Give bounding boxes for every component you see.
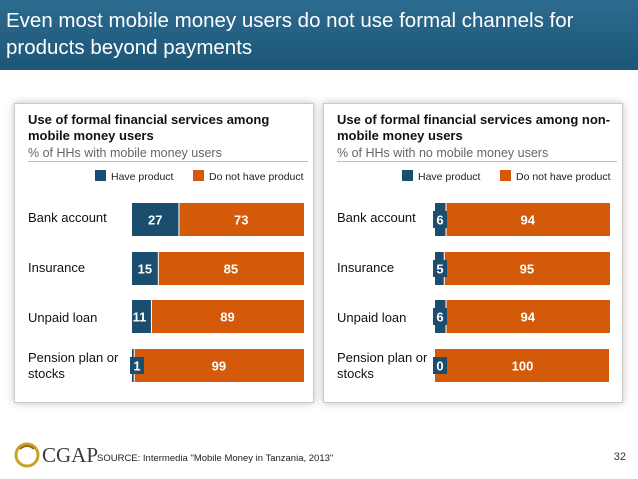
- category-label: Unpaid loan: [337, 310, 407, 325]
- bar-not-have-product: [151, 300, 304, 333]
- value-label-have-product: 5: [436, 262, 443, 277]
- bar-not-have-product: [179, 203, 304, 236]
- bar-chart-right: 6 94 5 95 6 94 0 100: [433, 203, 610, 382]
- value-label-not-have-product: 94: [521, 213, 536, 228]
- legend-item-have: Have product: [402, 170, 480, 183]
- bar-not-have-product: [435, 349, 609, 382]
- legend-label-not-have: Do not have product: [516, 171, 611, 183]
- label-box-have-product: [433, 357, 447, 374]
- category-label: Pension plan or stocks: [28, 350, 128, 382]
- chart-title: Use of formal financial services among n…: [337, 112, 611, 143]
- chart-subtitle: % of HHs with mobile money users: [28, 146, 308, 162]
- value-label-have-product: 6: [436, 310, 443, 325]
- legend-item-not-have: Do not have product: [193, 170, 304, 183]
- value-label-have-product: 27: [148, 213, 162, 228]
- bar-have-product: [132, 252, 158, 285]
- bar-not-have-product: [158, 252, 304, 285]
- label-box-have-product: [130, 357, 144, 374]
- value-label-have-product: 6: [436, 213, 443, 228]
- value-label-not-have-product: 100: [512, 359, 534, 374]
- value-label-have-product: 0: [436, 359, 443, 374]
- value-label-not-have-product: 85: [224, 262, 238, 277]
- label-box-have-product: [132, 308, 147, 325]
- source-note: SOURCE: Intermedia "Mobile Money in Tanz…: [97, 453, 334, 464]
- legend-swatch-have: [95, 170, 106, 181]
- cgap-logo-text: CGAP: [42, 443, 99, 467]
- label-box-have-product: [433, 260, 447, 277]
- value-label-not-have-product: 89: [220, 310, 234, 325]
- legend-label-have: Have product: [111, 171, 174, 183]
- value-label-not-have-product: 95: [520, 262, 534, 277]
- category-label: Bank account: [337, 210, 416, 225]
- category-label-text: Pension plan or stocks: [28, 350, 119, 381]
- legend-swatch-have: [402, 170, 413, 181]
- value-label-not-have-product: 73: [234, 213, 248, 228]
- chart-subtitle: % of HHs with no mobile money users: [337, 146, 617, 162]
- legend-item-have: Have product: [95, 170, 173, 183]
- category-label: Pension plan or stocks: [337, 350, 437, 382]
- category-label-text: Pension plan or stocks: [337, 350, 428, 381]
- value-label-have-product: 15: [138, 262, 152, 277]
- value-label-not-have-product: 94: [521, 310, 536, 325]
- legend-label-not-have: Do not have product: [209, 171, 304, 183]
- title-bar: Even most mobile money users do not use …: [0, 0, 638, 70]
- chart-panel-mobile-users: Use of formal financial services among m…: [14, 103, 314, 403]
- label-box-have-product: [433, 211, 447, 228]
- value-label-have-product: 11: [133, 310, 147, 325]
- legend-swatch-not-have: [500, 170, 511, 181]
- bar-not-have-product: [444, 252, 610, 285]
- chart-panel-non-mobile-users: Use of formal financial services among n…: [323, 103, 623, 403]
- bar-have-product: [132, 203, 179, 236]
- chart-title: Use of formal financial services among m…: [28, 112, 270, 143]
- cgap-logo-icon: [14, 442, 40, 468]
- bar-not-have-product: [446, 203, 610, 236]
- category-label: Bank account: [28, 210, 107, 225]
- bar-chart-left: 27 73 15 85 11 89 1 99: [130, 203, 304, 382]
- bar-not-have-product: [446, 300, 610, 333]
- chart-legend: Have product Do not have product: [402, 170, 617, 184]
- category-label: Insurance: [337, 260, 395, 275]
- cgap-logo: CGAP: [12, 440, 98, 470]
- bar-not-have-product: [134, 349, 304, 382]
- value-label-have-product: 1: [133, 359, 140, 374]
- value-label-not-have-product: 99: [212, 359, 226, 374]
- category-label: Insurance: [28, 260, 86, 275]
- category-label: Unpaid loan: [28, 310, 98, 325]
- legend-swatch-not-have: [193, 170, 204, 181]
- legend-item-not-have: Do not have product: [500, 170, 611, 183]
- slide-title: Even most mobile money users do not use …: [6, 9, 574, 59]
- label-box-have-product: [433, 308, 447, 325]
- legend-label-have: Have product: [418, 171, 481, 183]
- page-number: 32: [613, 451, 626, 463]
- chart-legend: Have product Do not have product: [95, 170, 310, 184]
